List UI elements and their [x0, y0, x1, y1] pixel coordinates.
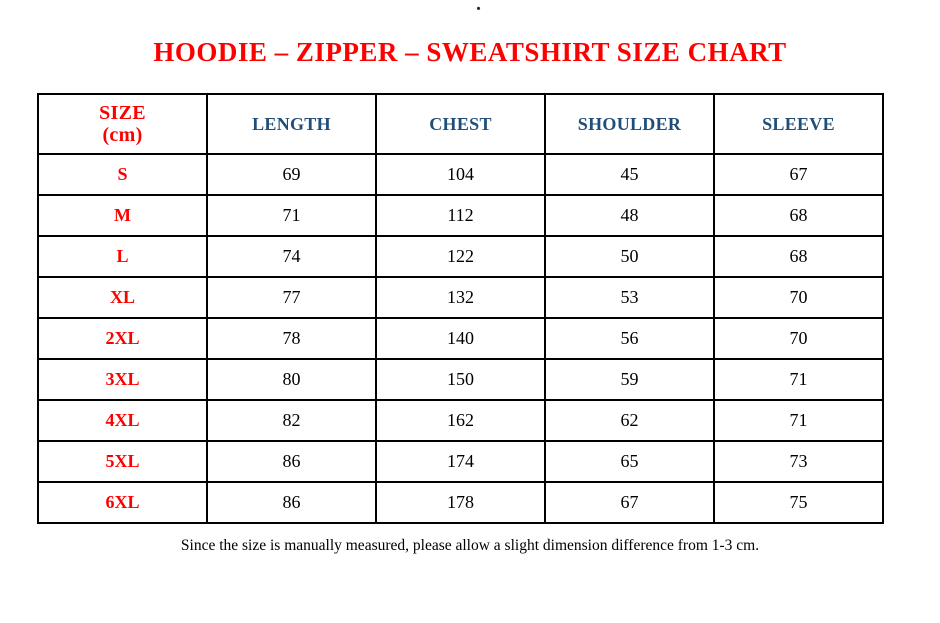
- chest-cell: 104: [375, 153, 546, 196]
- table-row: 2XL 78 140 56 70: [37, 317, 884, 360]
- length-cell: 77: [206, 276, 377, 319]
- sleeve-cell: 68: [713, 194, 884, 237]
- chest-cell: 132: [375, 276, 546, 319]
- table-row: 4XL 82 162 62 71: [37, 399, 884, 442]
- sleeve-cell: 68: [713, 235, 884, 278]
- header-cell-shoulder: SHOULDER: [544, 93, 715, 155]
- length-cell: 82: [206, 399, 377, 442]
- shoulder-cell: 50: [544, 235, 715, 278]
- length-cell: 71: [206, 194, 377, 237]
- length-cell: 74: [206, 235, 377, 278]
- sleeve-cell: 73: [713, 440, 884, 483]
- sleeve-cell: 71: [713, 399, 884, 442]
- size-cell: 5XL: [37, 440, 208, 483]
- table-row: L 74 122 50 68: [37, 235, 884, 278]
- shoulder-cell: 48: [544, 194, 715, 237]
- size-cell: 2XL: [37, 317, 208, 360]
- table-row: S 69 104 45 67: [37, 153, 884, 196]
- table-header: SIZE (cm) LENGTH CHEST SHOULDER SLEEVE: [37, 93, 884, 155]
- table-row: M 71 112 48 68: [37, 194, 884, 237]
- sleeve-cell: 70: [713, 317, 884, 360]
- size-cell: L: [37, 235, 208, 278]
- header-cell-sleeve: SLEEVE: [713, 93, 884, 155]
- size-cell: M: [37, 194, 208, 237]
- shoulder-cell: 67: [544, 481, 715, 524]
- table-row: 3XL 80 150 59 71: [37, 358, 884, 401]
- sleeve-cell: 67: [713, 153, 884, 196]
- sleeve-cell: 71: [713, 358, 884, 401]
- length-cell: 86: [206, 440, 377, 483]
- sleeve-cell: 75: [713, 481, 884, 524]
- table-body: S 69 104 45 67 M 71 112 48 68 L 74 122 5…: [37, 153, 884, 524]
- shoulder-cell: 65: [544, 440, 715, 483]
- size-header-unit: (cm): [102, 124, 143, 146]
- size-chart-table: SIZE (cm) LENGTH CHEST SHOULDER SLEEVE S…: [37, 93, 884, 524]
- page-title: HOODIE – ZIPPER – SWEATSHIRT SIZE CHART: [153, 37, 787, 67]
- footnote: Since the size is manually measured, ple…: [180, 537, 760, 554]
- chest-cell: 140: [375, 317, 546, 360]
- table-row: 6XL 86 178 67 75: [37, 481, 884, 524]
- size-cell: 3XL: [37, 358, 208, 401]
- table-row: 5XL 86 174 65 73: [37, 440, 884, 483]
- length-cell: 69: [206, 153, 377, 196]
- shoulder-cell: 45: [544, 153, 715, 196]
- header-cell-size: SIZE (cm): [37, 93, 208, 155]
- stray-period: .: [476, 0, 481, 15]
- header-row: SIZE (cm) LENGTH CHEST SHOULDER SLEEVE: [37, 93, 884, 155]
- chest-cell: 122: [375, 235, 546, 278]
- shoulder-cell: 62: [544, 399, 715, 442]
- length-cell: 80: [206, 358, 377, 401]
- shoulder-cell: 59: [544, 358, 715, 401]
- size-cell: 6XL: [37, 481, 208, 524]
- header-cell-chest: CHEST: [375, 93, 546, 155]
- sleeve-cell: 70: [713, 276, 884, 319]
- chest-cell: 162: [375, 399, 546, 442]
- chest-cell: 112: [375, 194, 546, 237]
- table-row: XL 77 132 53 70: [37, 276, 884, 319]
- shoulder-cell: 53: [544, 276, 715, 319]
- length-cell: 78: [206, 317, 377, 360]
- chest-cell: 150: [375, 358, 546, 401]
- size-cell: S: [37, 153, 208, 196]
- chest-cell: 178: [375, 481, 546, 524]
- size-cell: XL: [37, 276, 208, 319]
- shoulder-cell: 56: [544, 317, 715, 360]
- size-cell: 4XL: [37, 399, 208, 442]
- size-header-label: SIZE: [99, 102, 146, 124]
- chest-cell: 174: [375, 440, 546, 483]
- length-cell: 86: [206, 481, 377, 524]
- header-cell-length: LENGTH: [206, 93, 377, 155]
